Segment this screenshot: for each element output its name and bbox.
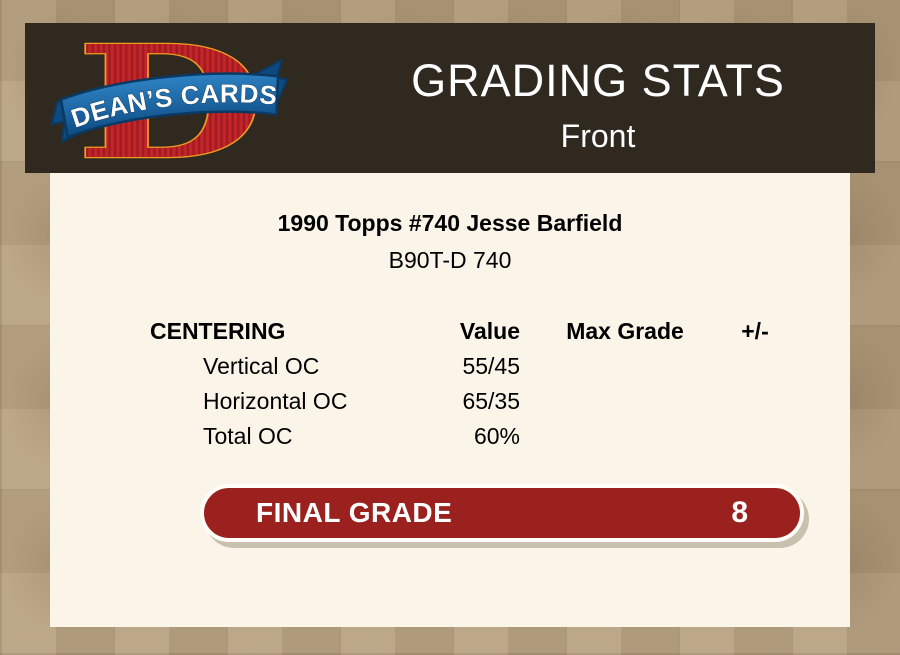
column-header-max-grade: Max Grade [566,318,684,344]
row-max-grade [520,349,730,384]
column-header-value: Value [459,318,520,344]
row-value: 55/45 [462,353,520,379]
table-row-total-oc: Total OC 60% [150,419,780,454]
row-plus-minus [730,349,780,384]
final-grade-value: 8 [731,496,748,529]
deans-cards-logo[interactable]: D DEAN’S CARDS [48,30,293,170]
centering-table: CENTERING Value Max Grade +/- Vertical O… [150,314,780,454]
row-label: Vertical OC [203,353,320,379]
column-header-plus-minus: +/- [741,318,769,344]
header-bar: D DEAN’S CARDS GRADING STATS Front [25,23,875,173]
row-plus-minus [730,384,780,419]
card-code: B90T-D 740 [388,247,512,273]
column-header-centering: CENTERING [150,318,286,344]
card-title: 1990 Topps #740 Jesse Barfield [277,210,623,236]
row-label: Horizontal OC [203,388,348,414]
row-value: 65/35 [462,388,520,414]
page-title: GRADING STATS [411,55,785,106]
row-plus-minus [730,419,780,454]
final-grade-label: FINAL GRADE [256,497,453,528]
row-max-grade [520,384,730,419]
row-max-grade [520,419,730,454]
table-row-vertical-oc: Vertical OC 55/45 [150,349,780,384]
deans-cards-logo-graphic: D DEAN’S CARDS [50,30,289,170]
final-grade-pill: FINAL GRADE 8 [200,484,804,542]
page-subtitle: Front [560,118,636,154]
header-title-block: GRADING STATS Front [325,55,871,154]
logo-ribbon-band [59,72,280,139]
row-value: 60% [473,423,520,449]
row-label: Total OC [203,423,293,449]
grading-stats-panel: 1990 Topps #740 Jesse Barfield B90T-D 74… [50,173,850,627]
table-header-row: CENTERING Value Max Grade +/- [150,314,780,349]
table-row-horizontal-oc: Horizontal OC 65/35 [150,384,780,419]
